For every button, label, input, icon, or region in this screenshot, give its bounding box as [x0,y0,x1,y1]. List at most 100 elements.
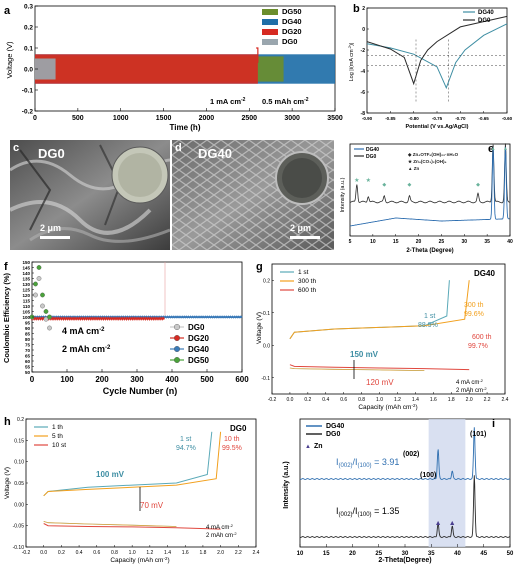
panel-i-peak-002: (002) [403,451,419,458]
panel-h-ann-1st-val: 94.7% [176,445,196,452]
x-tick-label: -0.2 [268,397,277,403]
peak-marker-triangle: ▲ [491,146,496,152]
series-dg20-spike [256,47,259,63]
y-tick-label: -8 [361,111,366,117]
panel-h-chart: h Voltage (V) Capacity (mAh cm-2) DG0 -0… [4,416,260,564]
series-dg0-xrd [349,143,510,204]
panel-f-ylabel: Coulombic Efficiency (%) [2,272,11,363]
panel-a-xlabel: Time (h) [170,123,201,132]
x-tick-label: 1.4 [412,397,419,403]
series-dg40-xrd [349,146,510,227]
y-tick-label: 0.10 [14,460,24,466]
x-tick-label: -0.60 [502,116,513,121]
y-tick-label: 130 [22,282,30,287]
x-tick-label: 200 [95,375,109,384]
legend-label-dg40: DG40 [326,423,344,430]
panel-g-ann-1st: 1 st [424,313,435,320]
y-tick-label: -0.10 [13,545,25,551]
panel-g-xlabel: Capacity (mAh cm-2) [358,403,417,411]
panel-g-ann-150mv: 150 mV [350,350,379,359]
panel-h-ann-10: 10 th [224,436,240,443]
series-dg0-line [366,15,508,86]
x-tick-label: 3000 [284,115,300,122]
point-dg0 [47,325,52,331]
legend-label-dg0: DG0 [188,323,205,332]
x-tick-label: 1.8 [199,550,206,556]
x-tick-label: 600 [235,375,249,384]
legend-label-dg50: DG50 [188,356,209,365]
x-tick-label: 0.8 [358,397,365,403]
x-tick-label: 300 [130,375,144,384]
x-tick-label: 1.4 [164,550,171,556]
x-tick-label: 0.8 [111,550,118,556]
legend-label-10st: 10 st [52,442,66,449]
panel-b-label: b [353,3,360,15]
x-tick-label: 0.0 [286,397,293,403]
y-tick-label: 0.2 [263,278,270,284]
peak-marker-star: ★ [366,177,371,184]
legend-swatch-dg50 [173,356,180,363]
x-tick-label: 10 [370,239,376,245]
y-tick-label: 90 [25,326,31,331]
x-tick-label: 1.8 [448,397,455,403]
x-tick-label: -0.75 [432,116,443,121]
panel-c-title: DG0 [38,146,65,161]
peak-marker-diamond: ◆ [476,182,480,188]
x-tick-label: 30 [402,551,409,557]
x-tick-label: 3500 [327,115,343,122]
panel-c-texture [10,140,170,250]
y-tick-label: 145 [22,266,30,271]
y-tick-label: 65 [25,354,31,359]
y-tick-label: -4 [361,69,366,75]
x-tick-label: -0.65 [479,116,490,121]
legend-label-dg20: DG20 [188,334,209,343]
panel-a-ylabel: Voltage (V) [5,41,14,79]
legend-label-dg50: DG50 [282,7,302,16]
y-tick-label: -0.1 [22,88,34,95]
point-dg0 [40,303,45,309]
legend-label-600th: 600 th [298,287,316,294]
peak-marker-triangle: ▲ [503,146,508,152]
panel-d-title: DG40 [198,146,232,161]
panel-h-cond-current: 4 mA cm-2 [206,523,234,531]
panel-g-frame [271,263,506,395]
x-tick-label: -0.70 [455,116,466,121]
x-tick-label: -0.90 [362,116,373,121]
legend-label-dg0: DG0 [478,18,491,24]
legend-label-dg0: DG0 [282,37,297,46]
y-tick-label: 0.15 [14,438,24,444]
panel-g-ann-120mv: 120 mV [366,378,394,387]
panel-e-ylabel: Intensity (a.u.) [340,177,346,212]
x-tick-label: 2.2 [484,397,491,403]
legend-species-1: ◆ Zn₄OTF₆(OH)₂₂·nH₂O [407,152,459,157]
panel-d-scalebar-label: 2 μm [290,223,312,233]
x-tick-label: 0.4 [322,397,329,403]
panel-g-ann-1st-val: 88.9% [418,322,438,329]
y-tick-label: 0.05 [14,481,24,487]
x-tick-label: -0.2 [22,550,31,556]
y-tick-label: 0.00 [14,502,24,508]
x-tick-label: 0.0 [40,550,47,556]
point-dg0 [36,276,42,281]
y-tick-label: 55 [25,365,31,370]
y-tick-label: 0.2 [24,25,33,32]
panel-i-frame [299,418,511,548]
legend-label-5th: 5 th [52,433,63,440]
x-tick-label: 1.0 [376,397,383,403]
y-tick-label: 0.2 [17,417,24,423]
panel-b-ylabel: Log |i(mA cm-2)| [347,43,355,82]
panel-d-texture [172,140,334,250]
y-tick-label: 80 [25,337,31,342]
panel-g-chart: g Voltage (V) Capacity (mAh cm-2) DG40 -… [256,261,509,411]
panel-e-frame [349,143,511,237]
x-tick-label: 30 [462,239,468,245]
x-tick-label: 2.0 [466,397,473,403]
panel-i-ratio-bottom: I(002)/I(100) = 1.35 [336,506,399,518]
x-tick-label: 0.2 [304,397,311,403]
panel-a-annotation-capacity: 0.5 mAh cm-2 [262,97,309,106]
x-tick-label: 2000 [199,115,215,122]
panel-c-scalebar-label: 2 μm [40,223,62,233]
point-dg50 [47,314,52,320]
legend-swatch-dg50 [262,9,278,15]
x-tick-label: 1500 [156,115,172,122]
